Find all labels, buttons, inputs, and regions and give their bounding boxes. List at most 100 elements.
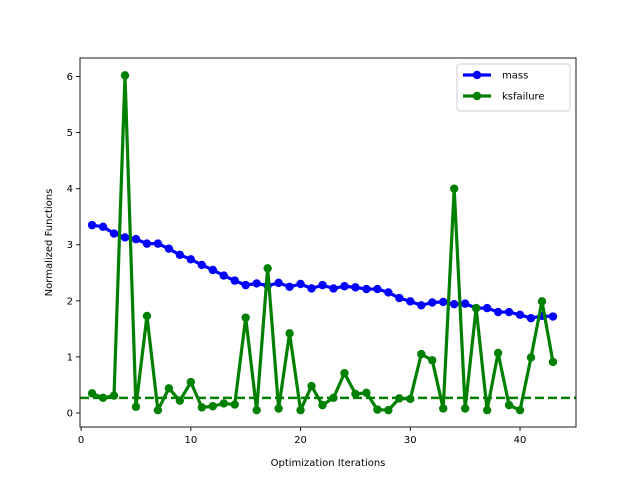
data-point-ksfailure [120,71,130,80]
data-point-ksfailure [131,402,141,412]
data-point-ksfailure [153,405,163,415]
data-point-mass [153,239,163,248]
data-point-mass [186,255,196,264]
legend-marker [472,91,482,101]
data-point-mass [131,234,141,244]
data-point-mass [395,293,404,303]
data-point-ksfailure [504,400,514,410]
data-point-mass [493,307,503,317]
data-point-ksfailure [548,357,558,367]
y-tick-label: 6 [67,72,73,83]
axes: 0 10 20 30 40 0 1 2 3 4 5 6 [67,57,577,446]
data-point-ksfailure [230,400,239,409]
data-point-mass [449,299,459,309]
data-point-mass [482,303,492,313]
data-point-ksfailure [526,353,536,362]
data-point-mass [252,279,261,288]
data-point-ksfailure [208,402,217,411]
data-point-ksfailure [351,389,360,399]
data-point-ksfailure [417,349,426,359]
data-point-mass [175,250,185,260]
data-point-ksfailure [175,396,185,405]
data-point-ksfailure [460,404,470,413]
data-point-mass [384,288,393,297]
data-point-ksfailure [449,184,459,193]
data-point-ksfailure [329,393,338,403]
data-point-ksfailure [197,403,207,412]
legend: mass ksfailure [456,63,571,112]
x-tick-label: 20 [294,435,307,446]
data-point-mass [296,279,305,289]
data-point-ksfailure [515,405,525,415]
data-point-ksfailure [362,388,371,397]
data-point-mass [504,307,514,317]
data-point-mass [274,278,283,288]
series-ksfailure [87,71,558,415]
data-point-mass [439,297,448,307]
data-point-mass [208,265,217,275]
data-point-mass [526,314,536,323]
data-point-ksfailure [263,264,272,273]
data-point-mass [142,239,152,248]
data-point-mass [373,284,382,294]
y-axis-label: Normalized Functions [44,189,55,297]
data-point-ksfailure [142,311,152,321]
data-point-mass [460,299,470,308]
y-tick-label: 0 [67,408,73,419]
y-tick-label: 5 [67,128,73,139]
y-tick-label: 4 [67,184,73,195]
data-point-ksfailure [219,399,228,408]
data-point-ksfailure [164,384,174,393]
legend-label: mass [502,71,528,82]
data-point-mass [87,220,97,230]
data-point-mass [219,271,228,280]
data-point-mass [285,282,294,292]
data-point-mass [351,283,360,292]
data-point-ksfailure [482,405,492,415]
data-point-ksfailure [186,377,196,387]
data-point-mass [197,260,207,270]
data-point-ksfailure [439,404,448,413]
data-point-ksfailure [274,404,283,413]
data-point-ksfailure [109,391,119,400]
data-point-mass [318,280,327,290]
data-point-mass [428,298,437,307]
axes-frame [79,57,577,428]
data-point-ksfailure [395,394,404,403]
data-point-ksfailure [537,297,547,306]
data-point-ksfailure [285,329,294,338]
data-point-ksfailure [340,368,349,378]
data-point-ksfailure [98,393,108,403]
data-point-ksfailure [307,381,316,391]
legend-marker [472,70,482,80]
x-tick-label: 40 [514,435,527,446]
data-point-ksfailure [241,313,250,322]
data-point-mass [230,276,239,285]
data-point-mass [548,312,558,321]
data-point-mass [109,229,119,238]
data-point-ksfailure [296,405,305,415]
data-point-mass [164,244,174,253]
x-tick-label: 30 [404,435,417,446]
y-tick-label: 2 [67,296,73,307]
data-point-ksfailure [406,394,415,404]
x-axis-label: Optimization Iterations [271,458,386,469]
data-point-ksfailure [428,356,437,365]
x-tick-label: 10 [184,435,197,446]
legend-item-ksfailure: ksfailure [463,92,545,103]
data-point-mass [362,284,371,294]
data-point-mass [120,233,130,242]
data-point-mass [417,301,426,310]
data-point-mass [329,284,338,293]
y-tick-label: 1 [67,352,73,363]
data-point-ksfailure [252,405,261,415]
data-point-mass [241,280,250,290]
data-point-ksfailure [493,348,503,358]
data-point-ksfailure [318,400,327,410]
data-point-mass [515,310,525,320]
data-point-ksfailure [87,389,97,398]
data-point-ksfailure [384,405,393,415]
plot-area [80,71,576,415]
data-point-ksfailure [471,303,481,313]
